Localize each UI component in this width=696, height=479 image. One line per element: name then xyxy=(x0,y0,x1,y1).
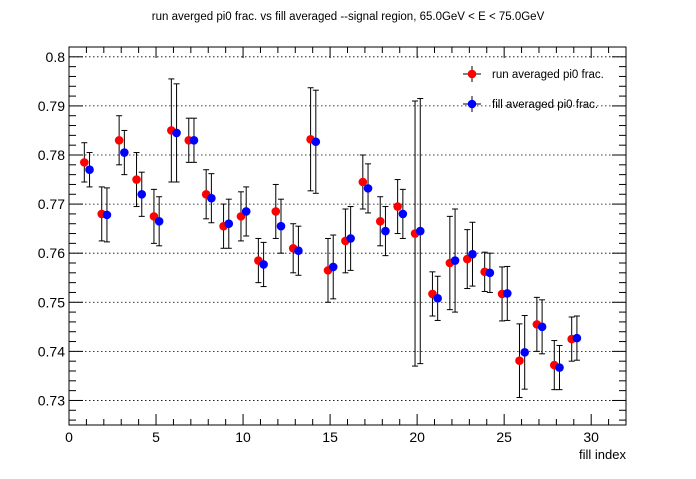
legend-marker xyxy=(467,99,477,109)
data-point xyxy=(132,175,141,184)
x-tick-label: 5 xyxy=(152,429,160,445)
x-axis-label: fill index xyxy=(579,447,626,462)
data-point xyxy=(398,209,408,219)
series-fill-averaged xyxy=(85,83,582,391)
data-point xyxy=(276,221,286,231)
data-point xyxy=(537,322,547,332)
data-point xyxy=(207,193,216,203)
x-tick-label: 30 xyxy=(583,429,599,445)
data-point xyxy=(241,207,251,216)
data-point xyxy=(311,137,321,147)
data-point xyxy=(114,135,124,145)
data-point xyxy=(154,216,164,226)
legend-label: run averaged pi0 frac. xyxy=(492,69,604,81)
data-point xyxy=(224,219,234,229)
y-tick-label: 0.75 xyxy=(38,294,65,310)
data-point xyxy=(393,202,402,211)
data-point xyxy=(85,165,94,175)
y-tick-label: 0.76 xyxy=(38,245,65,261)
data-point xyxy=(102,210,112,220)
data-point xyxy=(137,189,147,199)
legend: run averaged pi0 frac. fill averaged pi0 … xyxy=(463,66,604,112)
y-tick-label: 0.77 xyxy=(38,196,65,212)
x-tick-label: 10 xyxy=(235,429,251,445)
data-point xyxy=(468,249,477,259)
data-point xyxy=(120,148,129,157)
x-tick-label: 25 xyxy=(496,429,512,445)
data-series xyxy=(80,78,582,399)
data-point xyxy=(328,262,338,272)
chart-title: run averged pi0 frac. vs fill averaged -… xyxy=(152,11,545,23)
data-point xyxy=(415,226,425,236)
data-point xyxy=(172,128,181,138)
x-tick-label: 20 xyxy=(409,429,425,445)
data-point xyxy=(363,184,373,193)
data-point xyxy=(80,158,89,167)
y-tick-label: 0.8 xyxy=(46,49,66,65)
data-point xyxy=(358,177,368,187)
data-point xyxy=(515,356,524,365)
data-point xyxy=(572,333,582,343)
grid-lines xyxy=(69,56,626,401)
data-point xyxy=(375,216,385,226)
y-tick-label: 0.74 xyxy=(38,343,65,359)
data-point xyxy=(294,246,303,256)
x-tick-label: 15 xyxy=(322,429,338,445)
legend-marker xyxy=(467,69,477,79)
data-point xyxy=(271,207,281,216)
data-point xyxy=(485,268,495,278)
data-point xyxy=(346,234,355,243)
data-point xyxy=(450,256,460,265)
y-tick-label: 0.79 xyxy=(38,98,65,114)
y-tick-label: 0.78 xyxy=(38,147,65,163)
legend-label: fill averaged pi0 frac. xyxy=(492,99,598,111)
data-point xyxy=(520,348,529,357)
y-tick-label: 0.73 xyxy=(38,392,65,408)
x-tick-label: 0 xyxy=(65,429,73,445)
data-point xyxy=(502,289,512,298)
data-point xyxy=(189,135,199,145)
data-point xyxy=(433,294,442,303)
data-point xyxy=(259,260,268,269)
data-point xyxy=(555,363,564,372)
data-point xyxy=(381,226,390,236)
axes: 0.73 0.74 0.75 0.76 0.77 0.78 0.79 0.8 0 5 10 15 20 2… xyxy=(38,46,627,445)
